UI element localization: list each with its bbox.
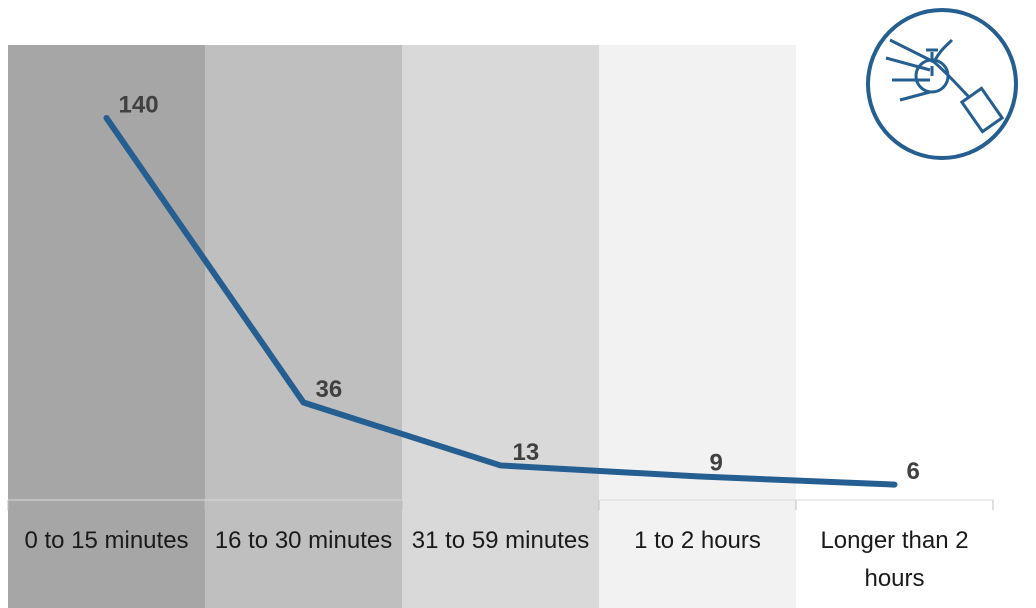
x-tick-label: 0 to 15 minutes	[24, 527, 189, 554]
data-label: 13	[513, 439, 540, 466]
data-label: 9	[710, 450, 723, 477]
x-tick-label: 16 to 30 minutes	[214, 527, 393, 554]
data-label: 6	[907, 458, 920, 485]
stopwatch-hand-icon	[866, 8, 1018, 160]
category-band	[402, 45, 599, 608]
data-label: 140	[119, 91, 159, 118]
category-band	[8, 45, 205, 608]
data-line	[103, 115, 898, 488]
data-label: 36	[316, 376, 343, 403]
category-band	[205, 45, 402, 608]
x-tick-label: 1 to 2 hours	[634, 527, 761, 554]
x-tick-label: Longer than 2 hours	[820, 527, 969, 592]
category-band	[599, 45, 796, 608]
x-tick-label: 31 to 59 minutes	[411, 527, 590, 554]
